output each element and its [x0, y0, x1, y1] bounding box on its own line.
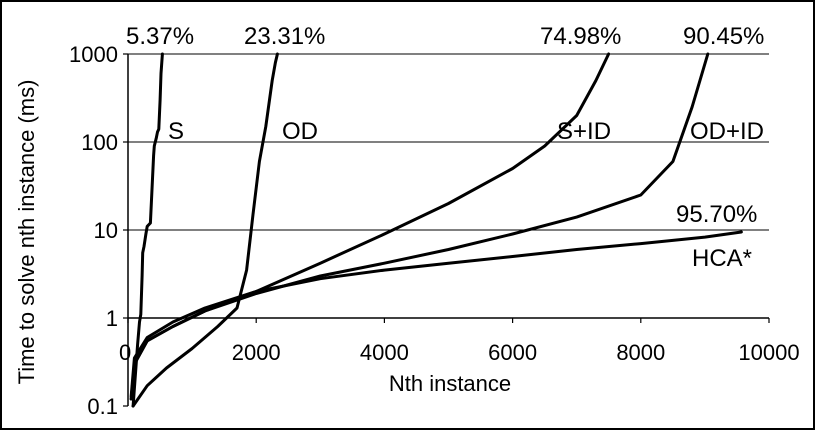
series-name-label-hca: HCA*: [692, 245, 752, 272]
y-axis-label: Time to solve nth instance (ms): [14, 80, 39, 385]
y-tick-label: 10: [94, 218, 118, 243]
y-tick-label: 100: [81, 130, 118, 155]
series-name-label-od-id: OD+ID: [690, 118, 764, 145]
x-tick-label: 0: [119, 340, 131, 365]
x-tick-label: 6000: [488, 340, 537, 365]
series-end-label-s-id: 74.98%: [540, 23, 621, 50]
x-tick-label: 4000: [360, 340, 409, 365]
y-tick-label: 0.1: [87, 394, 118, 419]
series-end-label-od-id: 90.45%: [683, 23, 764, 50]
series-end-label-od: 23.31%: [244, 23, 325, 50]
series-line-od: [131, 52, 279, 408]
series-name-label-s: S: [168, 118, 184, 145]
series-line-hca: [129, 230, 743, 398]
x-tick-label: 8000: [616, 340, 665, 365]
y-tick-label: 1: [106, 306, 118, 331]
series-name-label-od: OD: [282, 118, 318, 145]
series-end-label-s: 5.37%: [126, 23, 194, 50]
series-name-label-s-id: S+ID: [557, 118, 611, 145]
x-tick-label: 2000: [232, 340, 281, 365]
y-tick-label: 1000: [69, 42, 118, 67]
series-line-od-id: [129, 52, 710, 401]
x-axis-label: Nth instance: [389, 371, 511, 396]
series-end-label-hca: 95.70%: [676, 201, 757, 228]
series-line-s: [131, 52, 164, 408]
x-tick-label: 10000: [738, 340, 799, 365]
